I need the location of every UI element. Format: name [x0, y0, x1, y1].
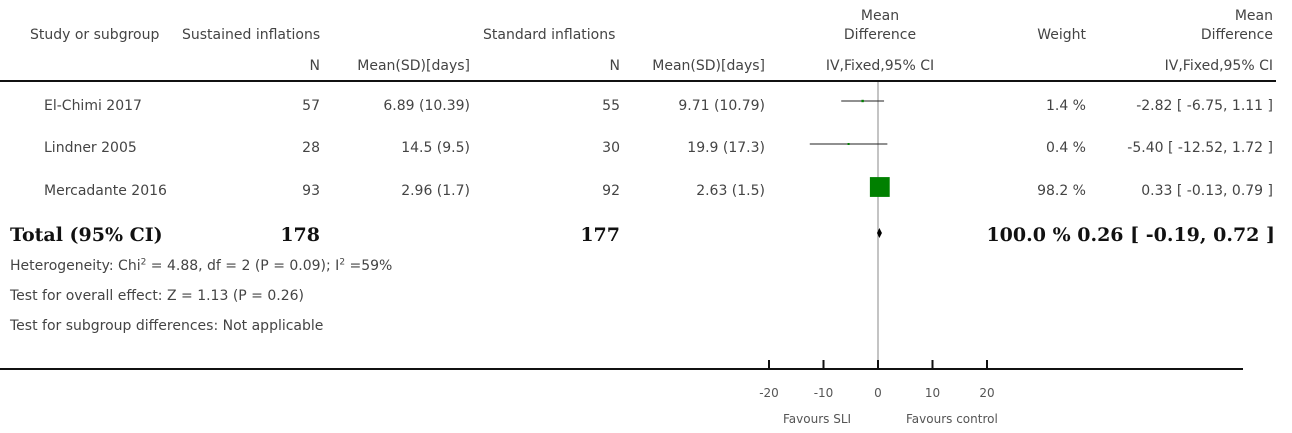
row-ci: -5.40 [ -12.52, 1.72 ] — [1127, 140, 1273, 156]
row-n1: 93 — [302, 183, 320, 199]
overall-effect-text: Test for overall effect: Z = 1.13 (P = 0… — [10, 288, 304, 304]
total-weight-ci: 100.0 % 0.26 [ -0.19, 0.72 ] — [986, 224, 1275, 246]
header-group1: Sustained inflations — [182, 27, 321, 43]
tick-label: -10 — [814, 386, 834, 400]
header-rule — [0, 80, 1276, 82]
header-md2-line1: Mean — [1234, 8, 1273, 24]
row-study: Lindner 2005 — [44, 140, 137, 156]
tick-label: 20 — [979, 386, 994, 400]
study-square — [861, 99, 864, 103]
header-md-line1: Mean — [860, 8, 900, 24]
row-study: El-Chimi 2017 — [44, 98, 142, 114]
row-mean1: 14.5 (9.5) — [401, 140, 470, 156]
row-weight: 98.2 % — [1037, 183, 1086, 199]
header-md2-line2: Difference — [1200, 27, 1273, 43]
favours-right-label: Favours control — [906, 412, 998, 426]
header-mean1: Mean(SD)[days] — [357, 58, 470, 74]
row-n1: 57 — [302, 98, 320, 114]
row-mean1: 2.96 (1.7) — [401, 183, 470, 199]
row-ci: -2.82 [ -6.75, 1.11 ] — [1136, 98, 1273, 114]
bottom-rule — [0, 368, 1243, 370]
tick-label: -20 — [759, 386, 779, 400]
total-label: Total (95% CI) — [10, 224, 163, 246]
row-n1: 28 — [302, 140, 320, 156]
header-study: Study or subgroup — [30, 27, 160, 43]
header-group2: Standard inflations — [483, 27, 616, 43]
study-square — [847, 143, 850, 145]
row-weight: 1.4 % — [1045, 98, 1086, 114]
row-mean2: 2.63 (1.5) — [696, 183, 765, 199]
row-weight: 0.4 % — [1045, 140, 1086, 156]
subgroup-differences-text: Test for subgroup differences: Not appli… — [10, 318, 324, 334]
total-n2: 177 — [580, 224, 620, 246]
row-mean2: 9.71 (10.79) — [678, 98, 765, 114]
study-square — [869, 177, 890, 197]
tick-label: 0 — [874, 386, 882, 400]
row-n2: 30 — [602, 140, 620, 156]
row-mean2: 19.9 (17.3) — [687, 140, 765, 156]
row-study: Mercadante 2016 — [44, 183, 167, 199]
row-ci: 0.33 [ -0.13, 0.79 ] — [1141, 183, 1273, 199]
header-weight: Weight — [1037, 27, 1086, 43]
favours-left-label: Favours SLI — [783, 412, 852, 426]
header-md-line2: Difference — [843, 27, 917, 43]
heterogeneity-text: Heterogeneity: Chi2 = 4.88, df = 2 (P = … — [10, 257, 393, 274]
header-n2: N — [609, 58, 620, 74]
header-method: IV,Fixed,95% CI — [825, 58, 935, 74]
total-n1: 178 — [280, 224, 320, 246]
header-method2: IV,Fixed,95% CI — [1164, 58, 1273, 74]
pooled-diamond — [876, 228, 882, 238]
row-mean1: 6.89 (10.39) — [383, 98, 470, 114]
tick-label: 10 — [925, 386, 940, 400]
header-mean2: Mean(SD)[days] — [652, 58, 765, 74]
header-n1: N — [309, 58, 320, 74]
row-n2: 55 — [602, 98, 620, 114]
row-n2: 92 — [602, 183, 620, 199]
